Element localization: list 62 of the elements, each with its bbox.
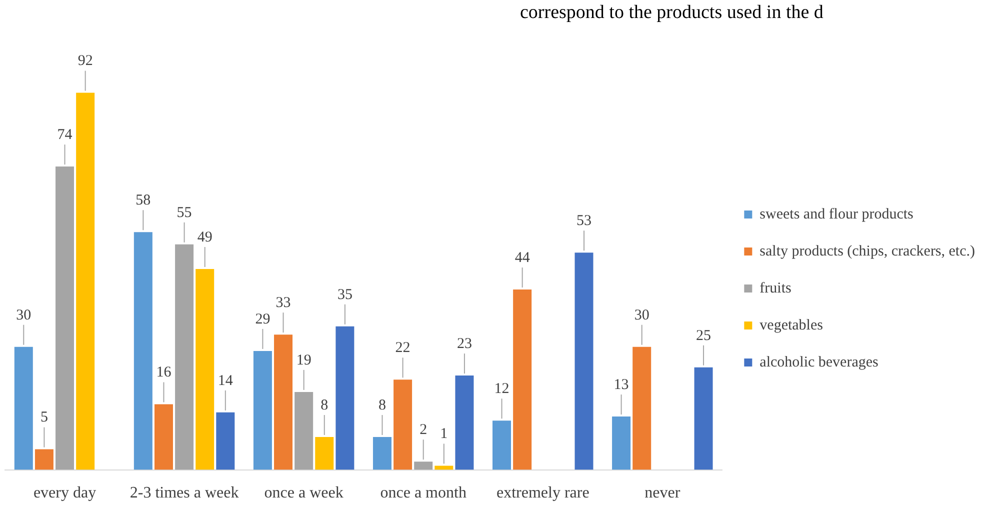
data-label: 74 [57, 126, 73, 143]
bar [34, 449, 54, 470]
bar [216, 412, 235, 470]
bar [632, 346, 652, 470]
bar [253, 350, 272, 470]
bar [455, 376, 474, 470]
x-tick-label: 2-3 times a week [130, 484, 239, 502]
data-label: 23 [456, 336, 472, 352]
data-label: 14 [218, 372, 234, 389]
bar [336, 326, 354, 470]
data-label: 19 [296, 352, 312, 368]
bar [14, 346, 33, 470]
legend-label: sweets and flour products [760, 206, 914, 222]
text: correspond to the products used in the d [520, 2, 824, 25]
data-label: 2 [420, 422, 428, 438]
data-label: 8 [320, 397, 328, 414]
data-label: 25 [696, 328, 712, 344]
data-label: 33 [276, 295, 291, 312]
bar [612, 416, 631, 470]
bar [154, 404, 173, 470]
x-tick-label: once a month [380, 484, 466, 502]
bar [196, 269, 214, 470]
x-tick-label: every day [33, 484, 96, 502]
data-label: 5 [40, 410, 48, 426]
bar [294, 392, 314, 470]
data-label: 16 [156, 364, 172, 381]
data-label: 53 [576, 213, 592, 230]
data-label: 35 [337, 286, 352, 303]
legend-label: salty products (chips, crackers, etc.) [760, 243, 976, 260]
bar [434, 466, 454, 470]
bar [574, 252, 594, 470]
bar [134, 232, 152, 470]
data-label: 55 [176, 204, 192, 221]
bar [76, 92, 95, 470]
bar [372, 437, 392, 470]
bar [394, 380, 412, 470]
bar [694, 367, 713, 470]
legend-label: vegetables [760, 317, 824, 334]
legend-label: alcoholic beverages [760, 354, 879, 370]
bar [315, 437, 334, 470]
data-label: 92 [78, 53, 93, 70]
data-label: 1 [440, 426, 448, 442]
data-label: 30 [16, 307, 32, 324]
data-label: 58 [136, 192, 151, 209]
bar [492, 420, 512, 470]
data-label: 29 [255, 311, 270, 328]
data-label: 8 [378, 397, 386, 414]
legend-label: fruits [760, 280, 792, 296]
data-label: 44 [514, 250, 530, 266]
data-label: 13 [614, 376, 629, 393]
bar [414, 462, 433, 470]
bar [513, 289, 532, 470]
x-tick-label: extremely rare [496, 484, 590, 502]
data-label: 49 [197, 229, 212, 246]
x-tick-label: never [644, 484, 681, 502]
data-label: 22 [395, 340, 410, 356]
bar [175, 244, 194, 470]
bar [274, 334, 293, 470]
data-label: 30 [634, 307, 650, 324]
data-label: 12 [494, 381, 510, 398]
x-tick-label: once a week [264, 484, 344, 502]
bar [56, 166, 74, 470]
